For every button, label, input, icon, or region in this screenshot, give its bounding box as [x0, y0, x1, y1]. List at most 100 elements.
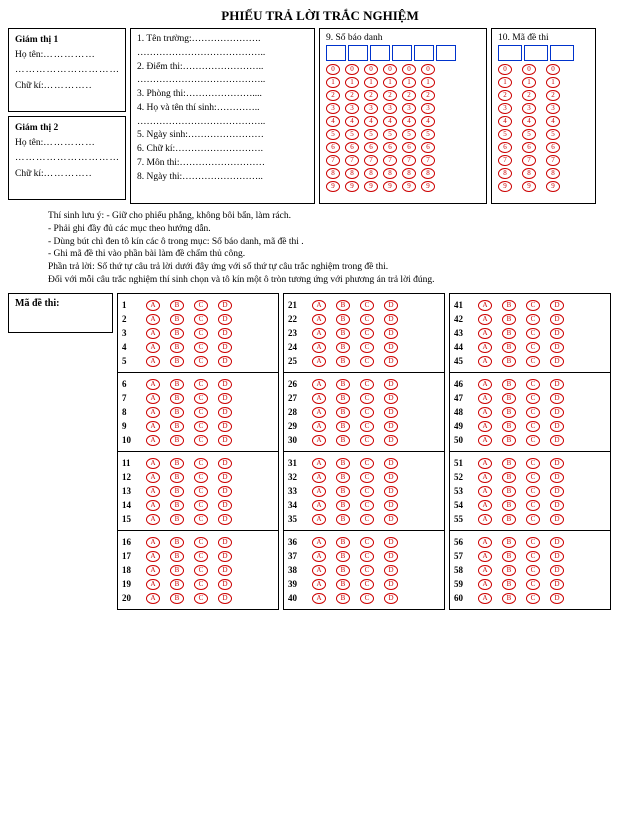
answer-bubble[interactable]: B — [336, 537, 350, 548]
answer-bubble[interactable]: B — [170, 328, 184, 339]
answer-bubble[interactable]: B — [502, 537, 516, 548]
digit-bubble[interactable]: 4 — [345, 116, 359, 127]
answer-bubble[interactable]: C — [526, 328, 540, 339]
answer-bubble[interactable]: D — [218, 551, 232, 562]
answer-bubble[interactable]: D — [550, 500, 564, 511]
answer-bubble[interactable]: C — [194, 393, 208, 404]
answer-bubble[interactable]: D — [384, 579, 398, 590]
answer-bubble[interactable]: A — [312, 393, 326, 404]
answer-bubble[interactable]: A — [146, 537, 160, 548]
digit-bubble[interactable]: 2 — [421, 90, 435, 101]
answer-bubble[interactable]: D — [218, 579, 232, 590]
digit-bubble[interactable]: 4 — [546, 116, 560, 127]
answer-bubble[interactable]: B — [336, 328, 350, 339]
answer-bubble[interactable]: A — [312, 328, 326, 339]
answer-bubble[interactable]: D — [384, 514, 398, 525]
answer-bubble[interactable]: C — [526, 565, 540, 576]
digit-bubble[interactable]: 8 — [345, 168, 359, 179]
answer-bubble[interactable]: B — [502, 407, 516, 418]
digit-bubble[interactable]: 2 — [402, 90, 416, 101]
answer-bubble[interactable]: B — [502, 356, 516, 367]
digit-bubble[interactable]: 1 — [345, 77, 359, 88]
answer-bubble[interactable]: A — [146, 579, 160, 590]
answer-bubble[interactable]: B — [170, 421, 184, 432]
answer-bubble[interactable]: D — [550, 342, 564, 353]
answer-bubble[interactable]: C — [194, 500, 208, 511]
answer-bubble[interactable]: C — [360, 435, 374, 446]
digit-bubble[interactable]: 8 — [326, 168, 340, 179]
answer-bubble[interactable]: C — [526, 435, 540, 446]
answer-bubble[interactable]: A — [146, 393, 160, 404]
digit-bubble[interactable]: 6 — [326, 142, 340, 153]
answer-bubble[interactable]: C — [360, 500, 374, 511]
answer-bubble[interactable]: A — [312, 537, 326, 548]
answer-bubble[interactable]: D — [218, 435, 232, 446]
digit-bubble[interactable]: 8 — [383, 168, 397, 179]
digit-bubble[interactable]: 5 — [546, 129, 560, 140]
answer-bubble[interactable]: C — [360, 537, 374, 548]
digit-bubble[interactable]: 3 — [498, 103, 512, 114]
answer-bubble[interactable]: C — [194, 300, 208, 311]
answer-bubble[interactable]: B — [336, 579, 350, 590]
answer-bubble[interactable]: C — [526, 379, 540, 390]
answer-bubble[interactable]: C — [194, 551, 208, 562]
digit-bubble[interactable]: 6 — [383, 142, 397, 153]
digit-bubble[interactable]: 0 — [383, 64, 397, 75]
answer-bubble[interactable]: A — [312, 435, 326, 446]
answer-bubble[interactable]: A — [312, 356, 326, 367]
digit-bubble[interactable]: 5 — [326, 129, 340, 140]
digit-bubble[interactable]: 9 — [345, 181, 359, 192]
answer-bubble[interactable]: B — [336, 458, 350, 469]
answer-bubble[interactable]: A — [146, 379, 160, 390]
answer-bubble[interactable]: D — [384, 393, 398, 404]
digit-bubble[interactable]: 7 — [522, 155, 536, 166]
answer-bubble[interactable]: B — [502, 500, 516, 511]
answer-bubble[interactable]: C — [194, 537, 208, 548]
answer-bubble[interactable]: A — [146, 421, 160, 432]
answer-bubble[interactable]: A — [478, 537, 492, 548]
answer-bubble[interactable]: B — [170, 514, 184, 525]
answer-bubble[interactable]: B — [502, 486, 516, 497]
answer-bubble[interactable]: C — [194, 342, 208, 353]
answer-bubble[interactable]: A — [146, 356, 160, 367]
answer-bubble[interactable]: A — [478, 407, 492, 418]
answer-bubble[interactable]: D — [550, 314, 564, 325]
answer-bubble[interactable]: C — [526, 500, 540, 511]
digit-bubble[interactable]: 8 — [402, 168, 416, 179]
answer-bubble[interactable]: D — [218, 537, 232, 548]
answer-bubble[interactable]: D — [218, 500, 232, 511]
answer-bubble[interactable]: B — [336, 500, 350, 511]
digit-bubble[interactable]: 8 — [522, 168, 536, 179]
digit-bubble[interactable]: 1 — [522, 77, 536, 88]
answer-bubble[interactable]: D — [384, 379, 398, 390]
digit-bubble[interactable]: 0 — [345, 64, 359, 75]
digit-bubble[interactable]: 4 — [498, 116, 512, 127]
digit-bubble[interactable]: 6 — [402, 142, 416, 153]
answer-bubble[interactable]: B — [170, 356, 184, 367]
answer-bubble[interactable]: D — [384, 593, 398, 604]
digit-bubble[interactable]: 8 — [498, 168, 512, 179]
answer-bubble[interactable]: C — [360, 356, 374, 367]
digit-cell[interactable] — [326, 45, 346, 61]
answer-bubble[interactable]: A — [478, 300, 492, 311]
answer-bubble[interactable]: B — [502, 593, 516, 604]
answer-bubble[interactable]: D — [218, 514, 232, 525]
answer-bubble[interactable]: B — [502, 565, 516, 576]
answer-bubble[interactable]: C — [194, 356, 208, 367]
answer-bubble[interactable]: B — [502, 379, 516, 390]
answer-bubble[interactable]: C — [360, 300, 374, 311]
answer-bubble[interactable]: B — [170, 342, 184, 353]
answer-bubble[interactable]: D — [218, 565, 232, 576]
answer-bubble[interactable]: C — [194, 579, 208, 590]
answer-bubble[interactable]: D — [384, 565, 398, 576]
answer-bubble[interactable]: D — [384, 421, 398, 432]
answer-bubble[interactable]: D — [550, 537, 564, 548]
answer-bubble[interactable]: D — [384, 458, 398, 469]
digit-bubble[interactable]: 3 — [546, 103, 560, 114]
answer-bubble[interactable]: B — [170, 379, 184, 390]
answer-bubble[interactable]: A — [312, 565, 326, 576]
answer-bubble[interactable]: C — [526, 356, 540, 367]
digit-bubble[interactable]: 6 — [522, 142, 536, 153]
answer-bubble[interactable]: C — [360, 421, 374, 432]
answer-bubble[interactable]: A — [312, 579, 326, 590]
